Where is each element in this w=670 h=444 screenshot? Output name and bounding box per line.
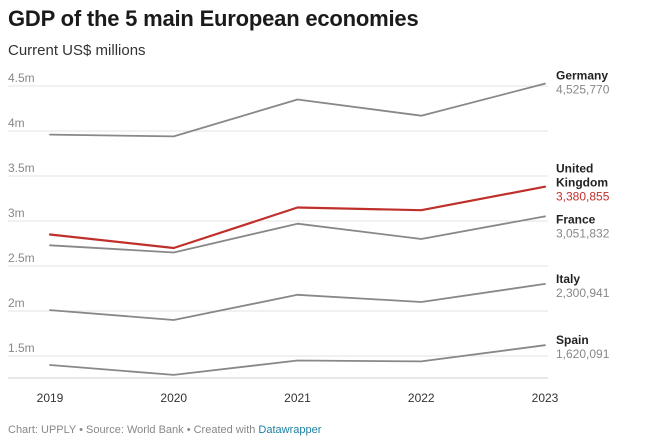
y-tick-label: 2.5m	[8, 251, 35, 265]
series-name: France	[556, 212, 596, 226]
series-layer	[48, 82, 547, 376]
series-line-united-kingdom	[48, 185, 547, 250]
series-end-value: 2,300,941	[556, 286, 610, 300]
chart-title: GDP of the 5 main European economies	[8, 6, 419, 31]
series-line-france	[49, 215, 546, 254]
y-tick-label: 1.5m	[8, 341, 35, 355]
chart-footer: Chart: UPPLY • Source: World Bank • Crea…	[8, 424, 321, 436]
series-end-value: 3,380,855	[556, 190, 610, 204]
x-tick-label: 2020	[160, 391, 187, 405]
y-tick-label: 2m	[8, 296, 25, 310]
x-tick-label: 2021	[284, 391, 311, 405]
series-end-value: 4,525,770	[556, 83, 610, 97]
series-name: Italy	[556, 272, 580, 286]
series-line-italy	[49, 283, 546, 321]
chart-subtitle: Current US$ millions	[8, 42, 146, 59]
footer-credit: Chart: UPPLY • Source: World Bank • Crea…	[8, 424, 259, 436]
y-axis: 1.5m 2m 2.5m 3m 3.5m 4m 4.5m	[8, 71, 35, 355]
x-tick-label: 2023	[532, 391, 559, 405]
x-axis: 2019 2020 2021 2022 2023	[37, 391, 559, 405]
series-name: United	[556, 162, 593, 176]
series-end-value: 1,620,091	[556, 347, 610, 361]
y-tick-label: 4.5m	[8, 71, 35, 85]
y-tick-label: 3.5m	[8, 161, 35, 175]
series-name: Kingdom	[556, 176, 608, 190]
series-name: Spain	[556, 333, 589, 347]
x-tick-label: 2022	[408, 391, 435, 405]
series-end-value: 3,051,832	[556, 226, 610, 240]
y-tick-label: 3m	[8, 206, 25, 220]
series-line-germany	[49, 82, 546, 138]
grid-layer	[8, 85, 548, 379]
y-tick-label: 4m	[8, 116, 25, 130]
series-line-spain	[49, 344, 546, 376]
x-tick-label: 2019	[37, 391, 64, 405]
datawrapper-link[interactable]: Datawrapper	[258, 424, 322, 436]
series-name: Germany	[556, 69, 608, 83]
